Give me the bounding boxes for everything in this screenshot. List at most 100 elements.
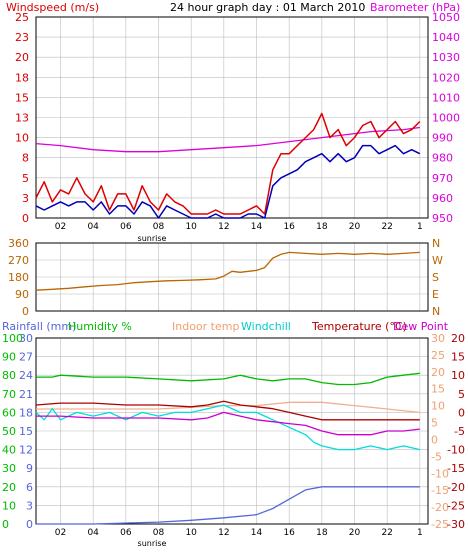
windspeed-tick-label: 25 (15, 11, 29, 24)
barometer-tick-label: 990 (432, 132, 453, 145)
temperature-tick-label: 20 (451, 332, 465, 345)
temperature-tick-label: -15 (447, 462, 465, 475)
dewpoint-line (36, 411, 420, 436)
indoor-temp-tick-label: 30 (431, 332, 445, 345)
average-windspeed-line (35, 144, 421, 219)
direction-degree-tick-label: 0 (22, 305, 29, 318)
sunrise-label-bottom: sunrise (138, 539, 167, 548)
sunrise-label: sunrise (138, 234, 167, 243)
indoor-temp-axis-label: Indoor temp (172, 320, 239, 333)
barometer-tick-label: 1010 (432, 91, 460, 104)
indoor-temp-tick-label: -15 (431, 484, 449, 497)
direction-degree-tick-label: 360 (8, 237, 29, 250)
rainfall-tick-label: 27 (19, 351, 33, 364)
wind-x-tick-label: 04 (87, 222, 99, 232)
wind-x-tick-label: 14 (251, 222, 263, 232)
temperature-tick-label: 10 (451, 369, 465, 382)
humidity-tick-label: 80 (2, 369, 16, 382)
temperature-tick-label: -25 (447, 499, 465, 512)
windchill-line (35, 404, 420, 451)
wind-direction-line (35, 251, 420, 291)
temperature-frame (35, 337, 429, 525)
indoor-temp-tick-label: 10 (431, 400, 445, 413)
wind-x-tick-label: 18 (316, 222, 328, 232)
barometer-tick-label: 970 (432, 172, 453, 185)
barometer-line (35, 126, 420, 153)
direction-frame (35, 242, 429, 312)
humidity-line (36, 372, 420, 386)
direction-compass-tick-label: N (432, 237, 440, 250)
indoor-temp-tick-label: 20 (431, 366, 445, 379)
rainfall-tick-label: 3 (26, 499, 33, 512)
windchill-axis-label: Windchill (241, 320, 291, 333)
humidity-tick-label: 60 (2, 406, 16, 419)
windspeed-tick-label: 13 (15, 112, 29, 125)
barometer-tick-label: 1020 (432, 71, 460, 84)
windspeed-tick-label: 10 (15, 132, 29, 145)
dewpoint-axis-label: Dew Point (393, 320, 449, 333)
windspeed-tick-label: 0 (22, 212, 29, 225)
windspeed-tick-label: 20 (15, 51, 29, 64)
indoor-temp-tick-label: 5 (431, 417, 438, 430)
temperature-tick-label: 0 (458, 406, 465, 419)
barometer-tick-label: 980 (432, 152, 453, 165)
windspeed-tick-label: 15 (15, 91, 29, 104)
direction-compass-tick-label: S (432, 271, 439, 284)
wind-x-tick-label: 20 (349, 222, 361, 232)
windspeed-tick-label: 18 (15, 71, 29, 84)
wind-x-tick-label: 12 (218, 222, 229, 232)
temperature-x-tick-label: 08 (153, 528, 165, 538)
rainfall-axis-label: Rainfall (mm) (2, 320, 76, 333)
windspeed-line (35, 112, 421, 215)
temperature-tick-label: 5 (458, 388, 465, 401)
rainfall-tick-label: 12 (19, 444, 33, 457)
humidity-tick-label: 90 (2, 351, 16, 364)
humidity-axis-label: Humidity % (68, 320, 132, 333)
indoor-temp-tick-label: -10 (431, 467, 449, 480)
temperature-x-tick-label: 12 (218, 528, 229, 538)
rainfall-tick-label: 30 (19, 332, 33, 345)
barometer-tick-label: 1040 (432, 31, 460, 44)
barometer-axis-label: Barometer (hPa) (370, 1, 460, 14)
temperature-tick-label: 15 (451, 351, 465, 364)
humidity-tick-label: 70 (2, 388, 16, 401)
wind-x-tick-label: 08 (153, 222, 165, 232)
direction-compass-tick-label: E (432, 288, 439, 301)
windspeed-tick-label: 23 (15, 31, 29, 44)
windspeed-tick-label: 3 (22, 192, 29, 205)
temperature-tick-label: -30 (447, 518, 465, 531)
temperature-x-tick-label: 10 (185, 528, 197, 538)
rainfall-tick-label: 6 (26, 481, 33, 494)
rainfall-tick-label: 18 (19, 406, 33, 419)
humidity-tick-label: 40 (2, 444, 16, 457)
temperature-x-tick-label: 06 (120, 528, 132, 538)
rainfall-tick-label: 9 (26, 462, 33, 475)
indoor-temp-tick-label: -20 (431, 501, 449, 514)
windspeed-tick-label: 5 (22, 172, 29, 185)
temperature-x-tick-label: 20 (349, 528, 361, 538)
indoor-temp-tick-label: -5 (431, 450, 442, 463)
direction-degree-tick-label: 90 (15, 288, 29, 301)
rainfall-tick-label: 0 (26, 518, 33, 531)
wind-x-tick-label: 22 (381, 222, 392, 232)
indoor-temp-line (36, 401, 420, 414)
temperature-x-tick-label: 14 (251, 528, 263, 538)
wind-x-tick-label: 16 (283, 222, 295, 232)
temperature-x-tick-label: 1 (417, 528, 423, 538)
temperature-axis-label: Temperature (°C) (311, 320, 407, 333)
temperature-x-tick-label: 22 (381, 528, 392, 538)
temperature-x-tick-label: 04 (87, 528, 99, 538)
rainfall-tick-label: 15 (19, 425, 33, 438)
barometer-tick-label: 960 (432, 192, 453, 205)
indoor-temp-tick-label: 25 (431, 349, 445, 362)
wind-x-tick-label: 1 (417, 222, 423, 232)
rainfall-tick-label: 21 (19, 388, 33, 401)
barometer-tick-label: 950 (432, 212, 453, 225)
indoor-temp-tick-label: -25 (431, 518, 449, 531)
temperature-panel: 02 04 06 08 10 12 14 16 18 20 22 1 sunrise 0 3 6 9 12 15 18… (2, 332, 465, 548)
barometer-tick-label: 1000 (432, 112, 460, 125)
temperature-tick-label: -10 (447, 444, 465, 457)
